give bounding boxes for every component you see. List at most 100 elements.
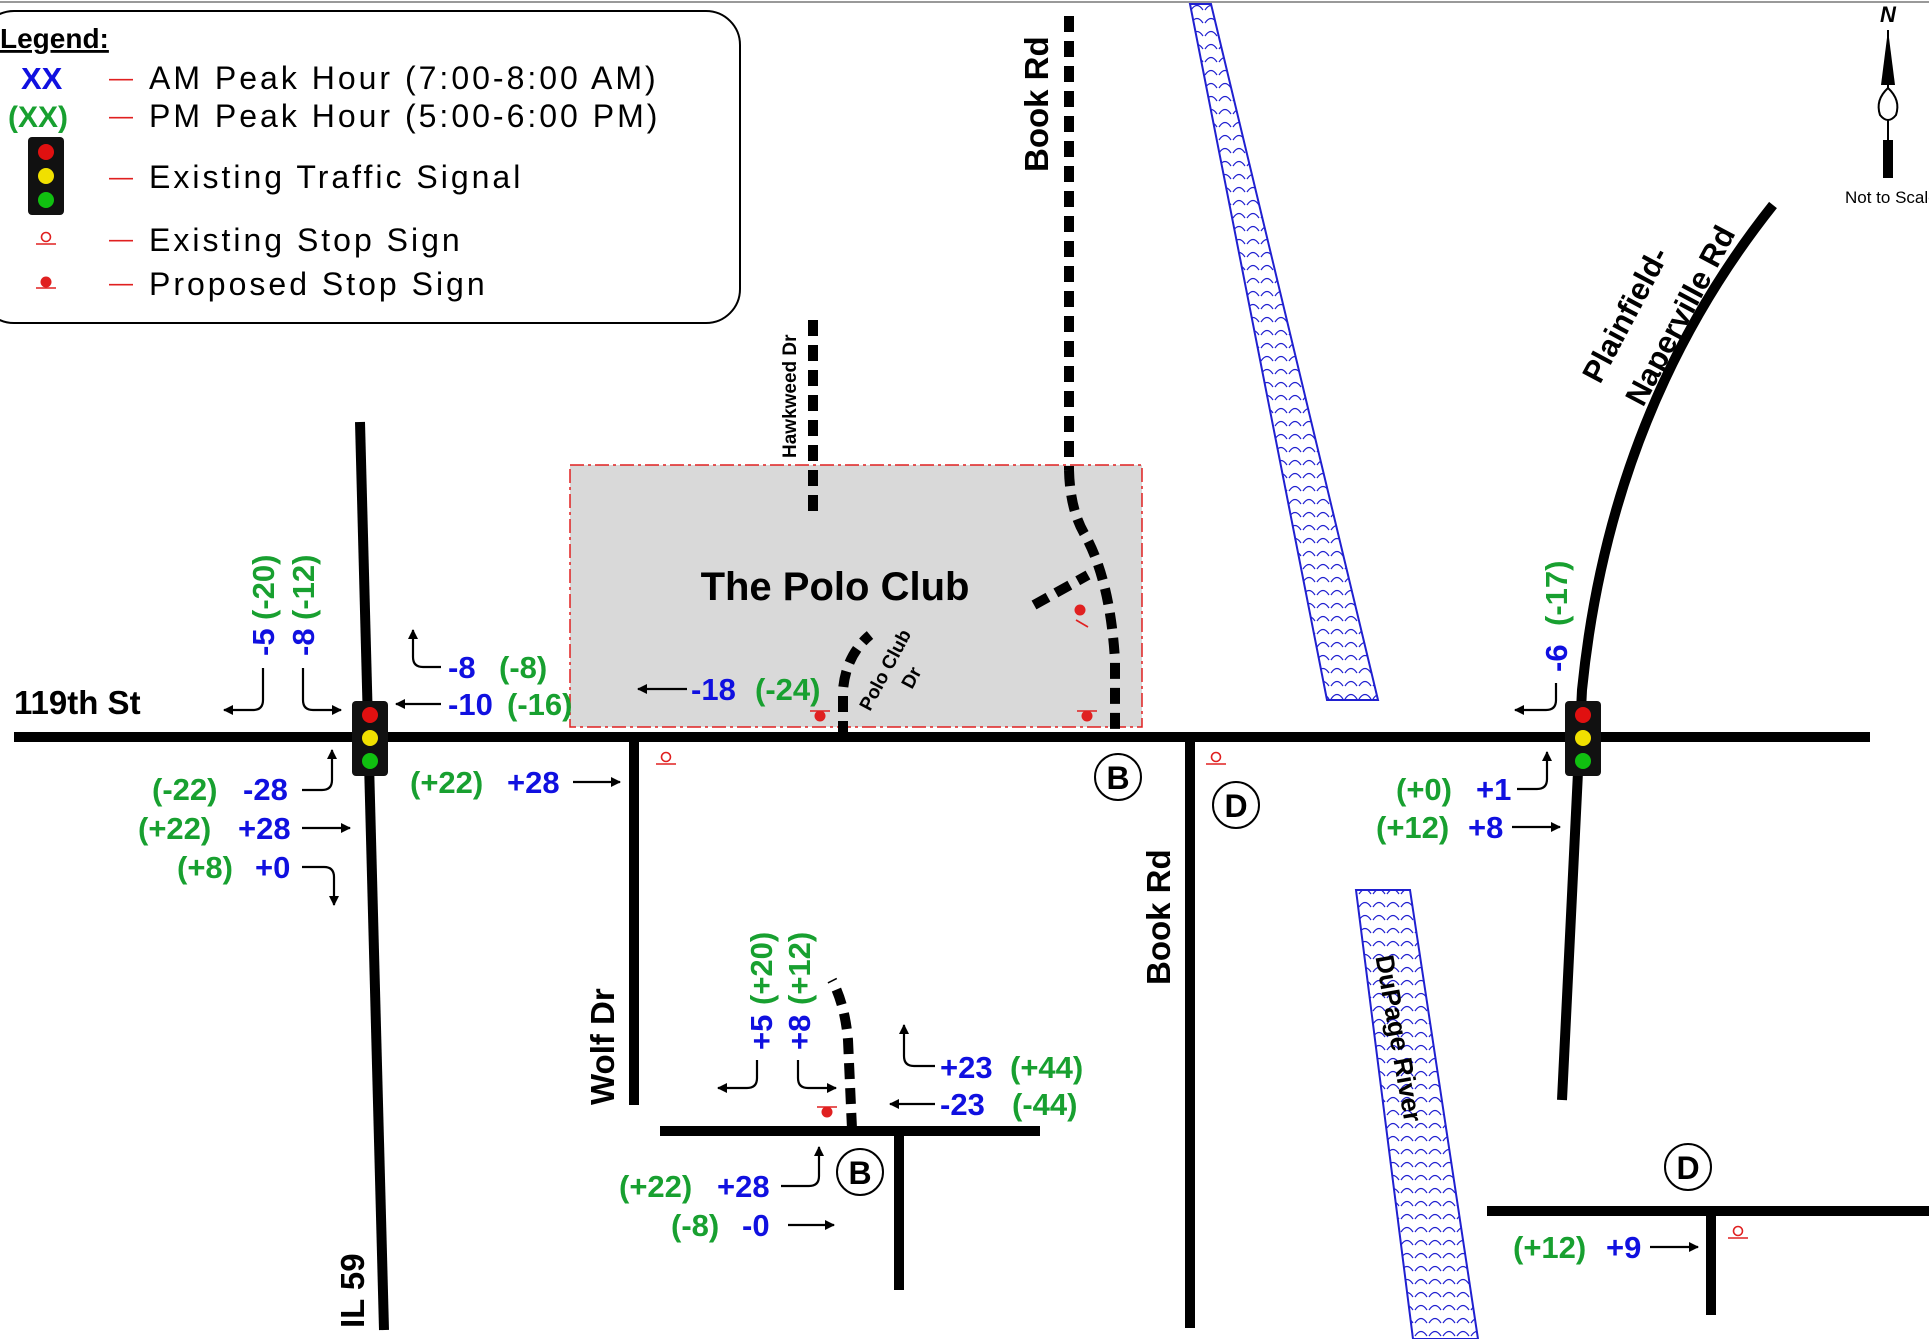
road-site-b-access bbox=[827, 977, 857, 1130]
road-plainfield-naperville bbox=[1557, 201, 1777, 1101]
mid-eb-am: +28 bbox=[507, 765, 560, 800]
siteb-wb-right-pm: (+44) bbox=[1010, 1050, 1083, 1085]
traffic-signal-plainfield bbox=[1565, 701, 1601, 776]
il59-eb-left-pm: (-22) bbox=[152, 772, 217, 807]
road-il59 bbox=[355, 421, 389, 1331]
siteb-eb-thru-pm: (-8) bbox=[671, 1208, 719, 1243]
siteb-sb-right-am: +8 bbox=[782, 1015, 817, 1050]
legend-existing-stop-label: Existing Stop Sign bbox=[149, 222, 463, 258]
sited-eb-pm: (+12) bbox=[1513, 1230, 1586, 1265]
traffic-signal-il59 bbox=[352, 701, 388, 776]
il59-sb-left-am: -5 bbox=[246, 628, 281, 656]
plainfield-eb-thru-pm: (+12) bbox=[1376, 810, 1449, 845]
il59-eb-thru-am: +28 bbox=[238, 811, 291, 846]
plainfield-eb-left-pm: (+0) bbox=[1396, 772, 1452, 807]
proposed-stop-sign-site-b bbox=[817, 1106, 837, 1118]
plainfield-sb-am: -6 bbox=[1539, 644, 1574, 672]
plainfield-eb-left-am: +1 bbox=[1476, 772, 1511, 807]
road-book-rd-site bbox=[1064, 469, 1120, 730]
siteb-eb-left-arrow bbox=[781, 1146, 824, 1188]
label-wolf-dr: Wolf Dr bbox=[584, 988, 621, 1105]
proposed-stop-sign-polo-club bbox=[810, 710, 830, 722]
svg-text:B: B bbox=[848, 1155, 871, 1191]
legend-signal-dash: — bbox=[109, 164, 133, 191]
mid-eb-pm: (+22) bbox=[410, 765, 483, 800]
road-book-rd-branch bbox=[1031, 570, 1091, 610]
plainfield-sb-pm: (-17) bbox=[1539, 561, 1574, 626]
existing-stop-sign-wolf bbox=[656, 751, 676, 765]
siteb-wb-right-arrow bbox=[899, 1024, 935, 1068]
siteb-eb-left-am: +28 bbox=[717, 1169, 770, 1204]
legend: Legend: XX — AM Peak Hour (7:00-8:00 AM)… bbox=[0, 10, 741, 324]
svg-text:D: D bbox=[1224, 788, 1247, 824]
il59-sb-thru-am: -8 bbox=[286, 628, 321, 656]
dupage-river-north bbox=[1188, 3, 1380, 701]
mid-wb-pm: (-24) bbox=[755, 672, 820, 707]
il59-sb-thru-pm: (-12) bbox=[286, 555, 321, 620]
mid-wb-am: -18 bbox=[691, 672, 736, 707]
existing-stop-sign-book bbox=[1206, 751, 1226, 765]
siteb-wb-thru-am: -23 bbox=[940, 1087, 985, 1122]
label-hawkweed-dr: Hawkweed Dr bbox=[780, 334, 801, 458]
legend-pm-label: PM Peak Hour (5:00-6:00 PM) bbox=[149, 98, 660, 134]
il59-sb-thru-arrow bbox=[301, 668, 342, 715]
label-il59: IL 59 bbox=[334, 1253, 371, 1328]
il59-wb-left-pm: (-8) bbox=[499, 650, 547, 685]
siteb-sb-right-arrow bbox=[796, 1060, 837, 1093]
il59-eb-thru-pm: (+22) bbox=[138, 811, 211, 846]
legend-am-dash: — bbox=[109, 65, 133, 92]
road-polo-club-dr bbox=[838, 631, 874, 737]
marker-b-north: B bbox=[1094, 753, 1142, 801]
il59-sb-left-pm: (-20) bbox=[246, 555, 281, 620]
legend-signal-icon bbox=[28, 137, 64, 215]
label-book-rd-south: Book Rd bbox=[1140, 849, 1177, 985]
sited-eb-am: +9 bbox=[1606, 1230, 1641, 1265]
il59-wb-left-arrow bbox=[408, 629, 441, 669]
legend-am-label: AM Peak Hour (7:00-8:00 AM) bbox=[149, 60, 659, 96]
legend-title: Legend: bbox=[0, 23, 109, 54]
plainfield-eb-thru-am: +8 bbox=[1468, 810, 1503, 845]
legend-pm-symbol: (XX) bbox=[8, 101, 68, 134]
legend-existing-stop-icon bbox=[36, 231, 56, 245]
il59-eb-right-arrow bbox=[302, 865, 339, 906]
site-name: The Polo Club bbox=[701, 565, 970, 609]
dupage-river-south bbox=[1354, 889, 1480, 1339]
label-119th-st: 119th St bbox=[14, 684, 141, 721]
siteb-wb-thru-pm: (-44) bbox=[1012, 1087, 1077, 1122]
legend-am-symbol: XX bbox=[21, 61, 63, 96]
il59-sb-left-arrow bbox=[223, 668, 265, 715]
proposed-stop-sign-book-site bbox=[1077, 710, 1097, 722]
existing-stop-sign-site-d bbox=[1728, 1225, 1748, 1239]
il59-eb-right-pm: (+8) bbox=[177, 850, 233, 885]
svg-text:B: B bbox=[1106, 760, 1129, 796]
legend-box bbox=[0, 10, 741, 324]
siteb-sb-left-pm: (+20) bbox=[744, 932, 779, 1005]
svg-text:Not to Scale: Not to Scale bbox=[1845, 188, 1929, 207]
il59-wb-thru-am: -10 bbox=[448, 687, 493, 722]
legend-signal-label: Existing Traffic Signal bbox=[149, 159, 523, 195]
label-book-rd-north: Book Rd bbox=[1018, 36, 1055, 172]
siteb-sb-right-pm: (+12) bbox=[782, 932, 817, 1005]
svg-text:N: N bbox=[1880, 2, 1897, 27]
marker-d-south: D bbox=[1664, 1143, 1712, 1191]
legend-proposed-stop-label: Proposed Stop Sign bbox=[149, 266, 488, 302]
il59-eb-right-am: +0 bbox=[255, 850, 290, 885]
proposed-stop-sign-book-branch bbox=[1074, 604, 1089, 628]
marker-d-north: D bbox=[1212, 781, 1260, 829]
plainfield-eb-left-arrow bbox=[1517, 751, 1552, 791]
il59-eb-left-am: -28 bbox=[243, 772, 288, 807]
plainfield-sb-arrow bbox=[1514, 683, 1558, 715]
siteb-eb-left-pm: (+22) bbox=[619, 1169, 692, 1204]
siteb-wb-right-am: +23 bbox=[940, 1050, 993, 1085]
il59-wb-left-am: -8 bbox=[448, 650, 476, 685]
il59-eb-left-arrow bbox=[302, 749, 337, 792]
legend-proposed-stop-icon bbox=[36, 276, 56, 289]
north-arrow-icon: N Not to Scale bbox=[1845, 2, 1929, 207]
legend-existing-stop-dash: — bbox=[109, 226, 133, 253]
legend-pm-dash: — bbox=[109, 103, 133, 130]
il59-wb-thru-pm: (-16) bbox=[507, 687, 572, 722]
legend-proposed-stop-dash: — bbox=[109, 270, 133, 297]
svg-text:D: D bbox=[1676, 1150, 1699, 1186]
siteb-sb-left-am: +5 bbox=[744, 1015, 779, 1050]
